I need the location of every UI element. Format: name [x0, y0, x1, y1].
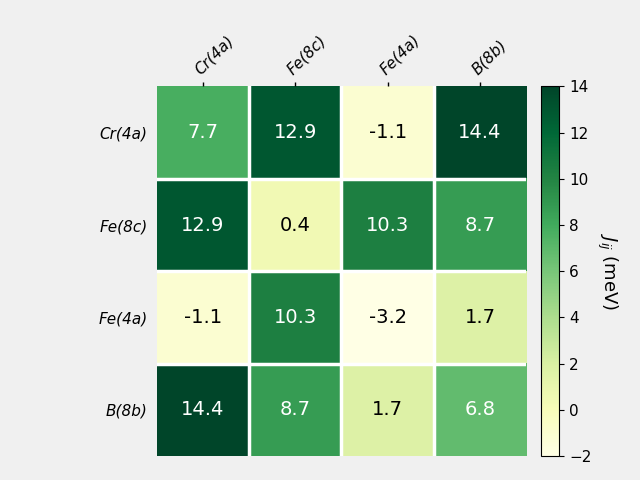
Text: 12.9: 12.9 — [273, 123, 317, 142]
Text: 10.3: 10.3 — [274, 308, 317, 327]
Text: 14.4: 14.4 — [458, 123, 502, 142]
Text: 6.8: 6.8 — [465, 400, 495, 420]
Text: 7.7: 7.7 — [188, 123, 218, 142]
Text: -3.2: -3.2 — [369, 308, 406, 327]
Text: 8.7: 8.7 — [280, 400, 311, 420]
Text: 10.3: 10.3 — [366, 216, 409, 235]
Text: 0.4: 0.4 — [280, 216, 310, 235]
Text: 1.7: 1.7 — [372, 400, 403, 420]
Text: -1.1: -1.1 — [369, 123, 406, 142]
Text: -1.1: -1.1 — [184, 308, 222, 327]
Text: 8.7: 8.7 — [465, 216, 495, 235]
Text: 1.7: 1.7 — [465, 308, 495, 327]
Y-axis label: $J_{ij}$ (meV): $J_{ij}$ (meV) — [595, 233, 619, 310]
Text: 14.4: 14.4 — [181, 400, 225, 420]
Text: 12.9: 12.9 — [181, 216, 225, 235]
